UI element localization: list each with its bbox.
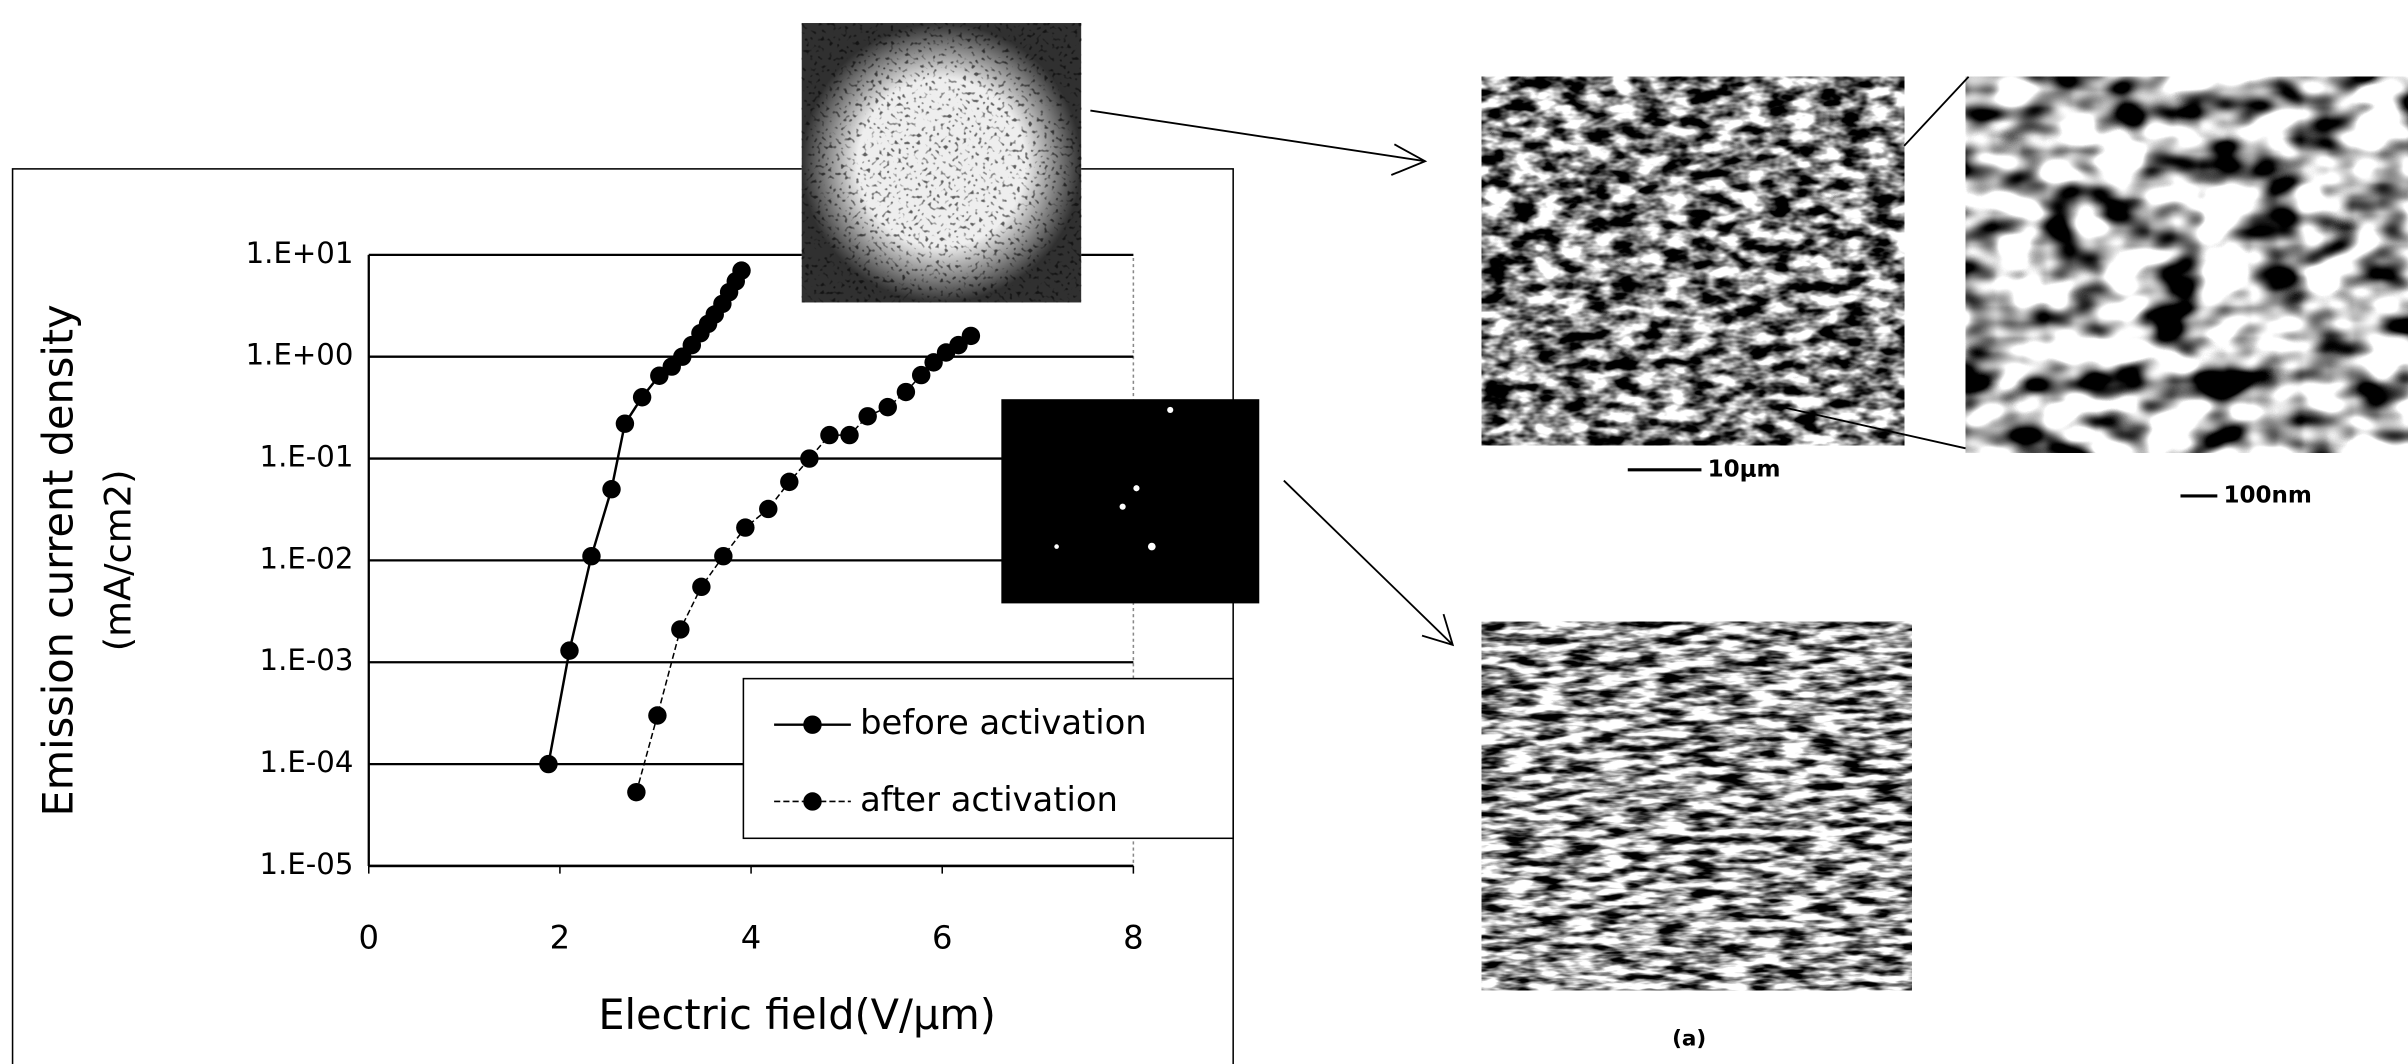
data-point xyxy=(732,261,750,279)
data-point xyxy=(759,500,777,518)
data-point xyxy=(582,547,600,565)
data-point xyxy=(633,388,651,406)
data-point xyxy=(616,414,634,432)
chart-frame xyxy=(13,169,1234,1064)
legend-marker xyxy=(803,792,821,810)
data-point xyxy=(879,398,897,416)
panel-label: (a) xyxy=(1672,1026,1706,1051)
y-tick-label: 1.E-05 xyxy=(260,847,354,881)
sem-image xyxy=(1966,77,2408,453)
x-tick-label: 4 xyxy=(741,919,762,957)
page: {"chart_data": {"type": "line", "xlabel"… xyxy=(0,0,2408,1064)
data-point xyxy=(539,755,557,773)
y-tick-label: 1.E-04 xyxy=(260,745,354,779)
x-tick-label: 0 xyxy=(359,919,380,957)
sem-image xyxy=(1482,622,1912,990)
data-point xyxy=(840,426,858,444)
data-point xyxy=(820,426,838,444)
data-point xyxy=(560,641,578,659)
data-point xyxy=(627,783,645,801)
scale-bar-label: 100nm xyxy=(2223,482,2311,508)
inset-top xyxy=(802,23,1081,302)
y-tick-label: 1.E+01 xyxy=(246,236,354,270)
y-tick-label: 1.E-03 xyxy=(260,643,354,677)
data-point xyxy=(714,547,732,565)
data-point xyxy=(736,518,754,536)
x-tick-label: 6 xyxy=(932,919,953,957)
x-tick-label: 8 xyxy=(1123,919,1144,957)
data-point xyxy=(602,480,620,498)
x-tick-label: 2 xyxy=(550,919,571,957)
figure: 1.E-05 1.E-04 1.E-03 1.E-02 1.E-01 1.E+00 1.E+… xyxy=(0,0,2408,1064)
data-point xyxy=(780,473,798,491)
scale-bar-label: 10μm xyxy=(1708,456,1781,482)
data-point xyxy=(648,706,666,724)
y-axis-title: Emission current density xyxy=(35,304,83,816)
y-axis-title: (mA/cm2) xyxy=(97,470,140,652)
data-point xyxy=(671,620,689,638)
legend-label: after activation xyxy=(860,780,1118,819)
y-tick-label: 1.E-01 xyxy=(260,440,354,474)
legend-marker xyxy=(803,715,821,733)
inset-dark xyxy=(1001,399,1259,603)
y-tick-label: 1.E+00 xyxy=(246,338,354,372)
data-point xyxy=(897,383,915,401)
sem-image xyxy=(1482,77,1904,445)
x-axis-title: Electric field(V/μm) xyxy=(598,991,996,1039)
data-point xyxy=(692,578,710,596)
data-point xyxy=(858,407,876,425)
data-point xyxy=(962,327,980,345)
legend-label: before activation xyxy=(860,703,1147,742)
data-point xyxy=(800,449,818,467)
y-tick-label: 1.E-02 xyxy=(260,541,354,575)
